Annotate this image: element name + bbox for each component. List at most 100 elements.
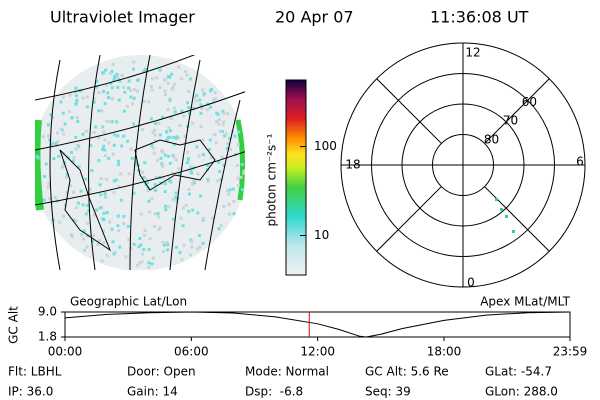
speckle — [229, 147, 233, 151]
speckle — [172, 136, 176, 140]
speckle — [82, 229, 86, 233]
speckle — [182, 243, 186, 247]
speckle — [116, 134, 120, 138]
speckle — [84, 212, 88, 216]
speckle — [193, 95, 197, 99]
speckle — [104, 83, 108, 87]
speckle — [143, 161, 147, 165]
speckle — [221, 123, 225, 127]
speckle — [116, 224, 120, 228]
speckle — [193, 178, 197, 182]
speckle — [195, 247, 199, 251]
speckle — [47, 181, 51, 185]
speckle — [58, 220, 62, 224]
speckle — [103, 138, 107, 142]
speckle — [217, 227, 221, 231]
speckle — [154, 175, 158, 179]
speckle — [177, 65, 181, 69]
speckle — [118, 245, 122, 249]
speckle — [167, 205, 171, 209]
speckle — [199, 111, 203, 115]
speckle — [242, 170, 245, 174]
speckle — [79, 233, 83, 237]
speckle — [181, 206, 185, 210]
y-tick-label: 9.0 — [38, 305, 57, 319]
speckle — [156, 211, 160, 215]
speckle — [196, 172, 200, 176]
speckle — [226, 142, 230, 146]
speckle — [102, 218, 106, 222]
speckle — [213, 91, 217, 95]
speckle — [89, 143, 93, 147]
speckle — [201, 88, 205, 92]
mlt-label: 0 — [467, 276, 475, 290]
speckle — [59, 100, 63, 104]
speckle — [163, 153, 167, 157]
speckle — [63, 203, 67, 207]
speckle — [81, 132, 85, 136]
speckle — [166, 74, 170, 78]
speckle — [137, 261, 141, 265]
speckle — [167, 126, 171, 130]
speckle — [164, 92, 168, 96]
speckle — [105, 253, 109, 257]
speckle — [107, 141, 111, 145]
speckle — [101, 125, 105, 129]
speckle — [191, 182, 195, 186]
speckle — [90, 239, 94, 243]
speckle — [174, 245, 178, 249]
speckle — [161, 240, 165, 244]
speckle — [170, 72, 174, 76]
speckle — [142, 175, 146, 179]
speckle — [209, 89, 213, 93]
speckle — [90, 168, 94, 172]
speckle — [96, 242, 100, 246]
speckle — [214, 141, 218, 145]
speckle — [92, 234, 96, 238]
speckle — [103, 154, 107, 158]
lat-ring — [401, 103, 525, 227]
speckle — [132, 122, 136, 126]
speckle — [149, 117, 153, 121]
speckle — [232, 212, 236, 216]
speckle — [99, 193, 103, 197]
speckle — [134, 163, 138, 167]
speckle — [162, 249, 166, 253]
speckle — [146, 189, 150, 193]
speckle — [86, 221, 90, 225]
speckle — [145, 178, 149, 182]
speckle — [202, 217, 206, 221]
speckle — [187, 192, 191, 196]
lat-ring — [371, 73, 555, 257]
speckle — [170, 171, 174, 175]
speckle — [209, 156, 213, 160]
speckle — [153, 133, 157, 137]
speckle — [132, 88, 136, 92]
speckle — [199, 124, 203, 128]
speckle — [168, 161, 172, 165]
speckle — [125, 104, 129, 108]
speckle — [120, 74, 124, 78]
speckle — [197, 233, 201, 237]
speckle — [228, 136, 232, 140]
speckle — [149, 84, 153, 88]
speckle — [222, 205, 226, 209]
speckle — [140, 260, 144, 264]
speckle — [173, 110, 177, 114]
speckle — [100, 259, 104, 263]
speckle — [161, 164, 165, 168]
speckle — [189, 77, 193, 81]
speckle — [81, 203, 85, 207]
speckle — [151, 256, 155, 260]
speckle — [227, 192, 231, 196]
footer-field: IP: 36.0 — [8, 385, 53, 399]
speckle — [160, 162, 164, 166]
polar-speckle — [505, 215, 508, 218]
speckle — [117, 229, 121, 233]
polar-spoke — [376, 78, 442, 144]
speckle — [112, 76, 116, 80]
speckle — [101, 147, 105, 151]
speckle — [54, 142, 58, 146]
speckle — [219, 224, 223, 228]
